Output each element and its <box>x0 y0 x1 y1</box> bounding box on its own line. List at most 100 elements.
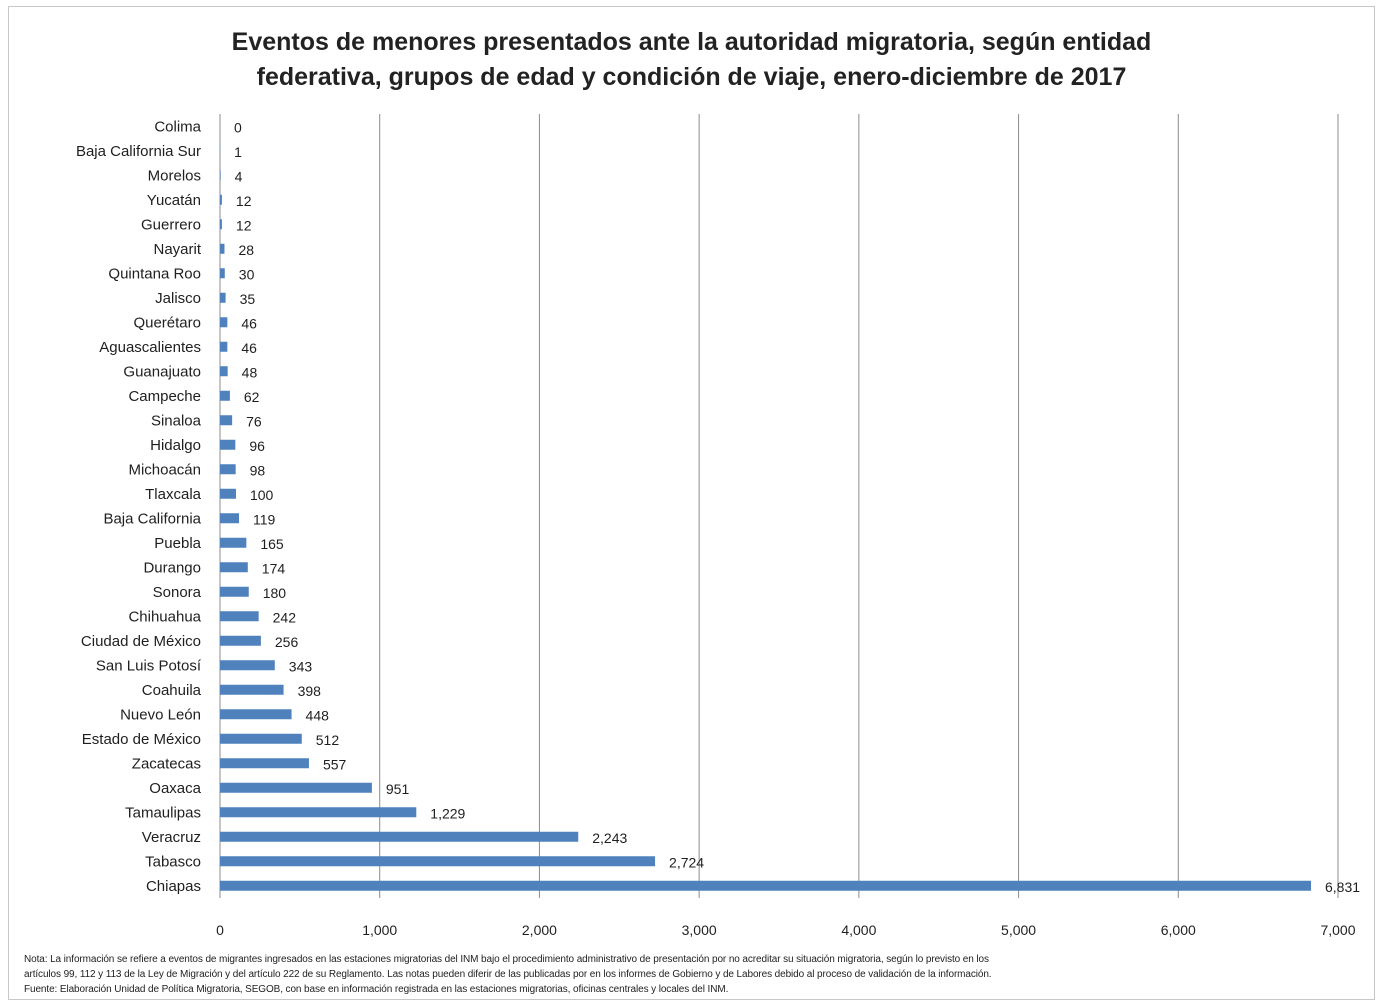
category-label: San Luis Potosí <box>96 657 202 674</box>
data-label: 96 <box>249 438 265 454</box>
bar <box>220 170 221 181</box>
bar <box>220 513 240 524</box>
data-label: 0 <box>234 119 242 135</box>
data-label: 1 <box>234 144 242 160</box>
data-label: 951 <box>386 781 410 797</box>
bar <box>220 464 236 475</box>
category-label: Nuevo León <box>120 706 201 723</box>
data-label: 398 <box>298 683 322 699</box>
bar <box>220 194 222 205</box>
data-label: 174 <box>262 560 286 576</box>
bar <box>220 415 233 426</box>
category-label: Puebla <box>154 535 201 552</box>
bar <box>220 268 225 279</box>
labels: 0 1,000 2,000 3,000 4,000 5,000 6,000 7,000 Coli… <box>76 118 1360 938</box>
chart-frame <box>8 6 1375 1000</box>
x-tick-label: 7,000 <box>1320 922 1355 938</box>
data-label: 512 <box>316 732 340 748</box>
category-label: Morelos <box>148 167 201 184</box>
bar <box>220 856 656 867</box>
data-label: 48 <box>242 364 258 380</box>
category-label: Sinaloa <box>151 412 202 429</box>
data-label: 242 <box>273 609 297 625</box>
data-label: 6,831 <box>1325 879 1360 895</box>
bar <box>220 390 230 401</box>
bar <box>220 758 309 769</box>
bar <box>220 782 372 793</box>
data-label: 119 <box>253 511 276 527</box>
bar <box>220 831 579 842</box>
category-label: Chihuahua <box>128 608 201 625</box>
category-label: Guanajuato <box>123 363 201 380</box>
data-label: 12 <box>236 217 252 233</box>
bar <box>220 586 249 597</box>
data-label: 2,724 <box>669 854 704 870</box>
data-label: 30 <box>239 266 255 282</box>
category-label: Tamaulipas <box>125 804 201 821</box>
category-label: Querétaro <box>133 314 201 331</box>
x-tick-label: 1,000 <box>362 922 397 938</box>
category-label: Yucatán <box>147 192 201 209</box>
data-label: 28 <box>238 242 254 258</box>
bar <box>220 611 259 622</box>
bar <box>220 292 226 303</box>
bar <box>220 684 284 695</box>
bar <box>220 341 228 352</box>
category-label: Jalisco <box>155 290 201 307</box>
data-label: 557 <box>323 756 347 772</box>
data-label: 448 <box>306 707 330 723</box>
data-label: 12 <box>236 193 252 209</box>
bar <box>220 243 225 254</box>
data-label: 2,243 <box>592 830 627 846</box>
category-label: Sonora <box>153 584 202 601</box>
data-label: 165 <box>260 536 284 552</box>
x-tick-label: 6,000 <box>1161 922 1196 938</box>
chart-title-line-1: Eventos de menores presentados ante la a… <box>231 28 1152 56</box>
bar <box>220 635 261 646</box>
category-label: Coahuila <box>142 682 202 699</box>
category-label: Baja California Sur <box>76 143 201 160</box>
note-line-2: artículos 99, 112 y 113 de la Ley de Mig… <box>24 969 992 980</box>
source-line: Fuente: Elaboración Unidad de Política M… <box>24 984 729 995</box>
bar <box>220 439 236 450</box>
category-label: Nayarit <box>153 241 201 258</box>
category-label: Baja California <box>103 510 201 527</box>
category-label: Colima <box>154 118 201 135</box>
category-label: Quintana Roo <box>108 265 201 282</box>
category-label: Oaxaca <box>149 780 201 797</box>
x-tick-label: 3,000 <box>682 922 717 938</box>
bars <box>220 145 1312 891</box>
category-label: Estado de México <box>82 731 201 748</box>
category-label: Durango <box>143 559 201 576</box>
bar <box>220 880 1312 891</box>
category-label: Veracruz <box>142 829 201 846</box>
bar <box>220 709 292 720</box>
category-label: Hidalgo <box>150 437 201 454</box>
x-tick-label: 5,000 <box>1001 922 1036 938</box>
data-label: 100 <box>250 487 274 503</box>
bar <box>220 219 222 230</box>
category-label: Guerrero <box>141 216 201 233</box>
category-label: Aguascalientes <box>99 339 201 356</box>
category-label: Michoacán <box>128 461 201 478</box>
data-label: 1,229 <box>430 805 465 821</box>
data-label: 4 <box>235 168 243 184</box>
x-tick-label: 4,000 <box>841 922 876 938</box>
x-tick-label: 2,000 <box>522 922 557 938</box>
grid-lines <box>379 114 1339 898</box>
data-label: 35 <box>240 291 256 307</box>
category-label: Tabasco <box>145 853 201 870</box>
category-label: Tlaxcala <box>145 486 202 503</box>
bar <box>220 660 275 671</box>
category-label: Zacatecas <box>132 755 201 772</box>
bar <box>220 366 228 377</box>
data-label: 76 <box>246 413 262 429</box>
data-label: 180 <box>263 585 287 601</box>
data-label: 98 <box>250 462 266 478</box>
bar <box>220 733 302 744</box>
category-label: Campeche <box>128 388 201 405</box>
data-label: 62 <box>244 389 260 405</box>
bar <box>220 562 248 573</box>
category-label: Chiapas <box>146 878 201 895</box>
